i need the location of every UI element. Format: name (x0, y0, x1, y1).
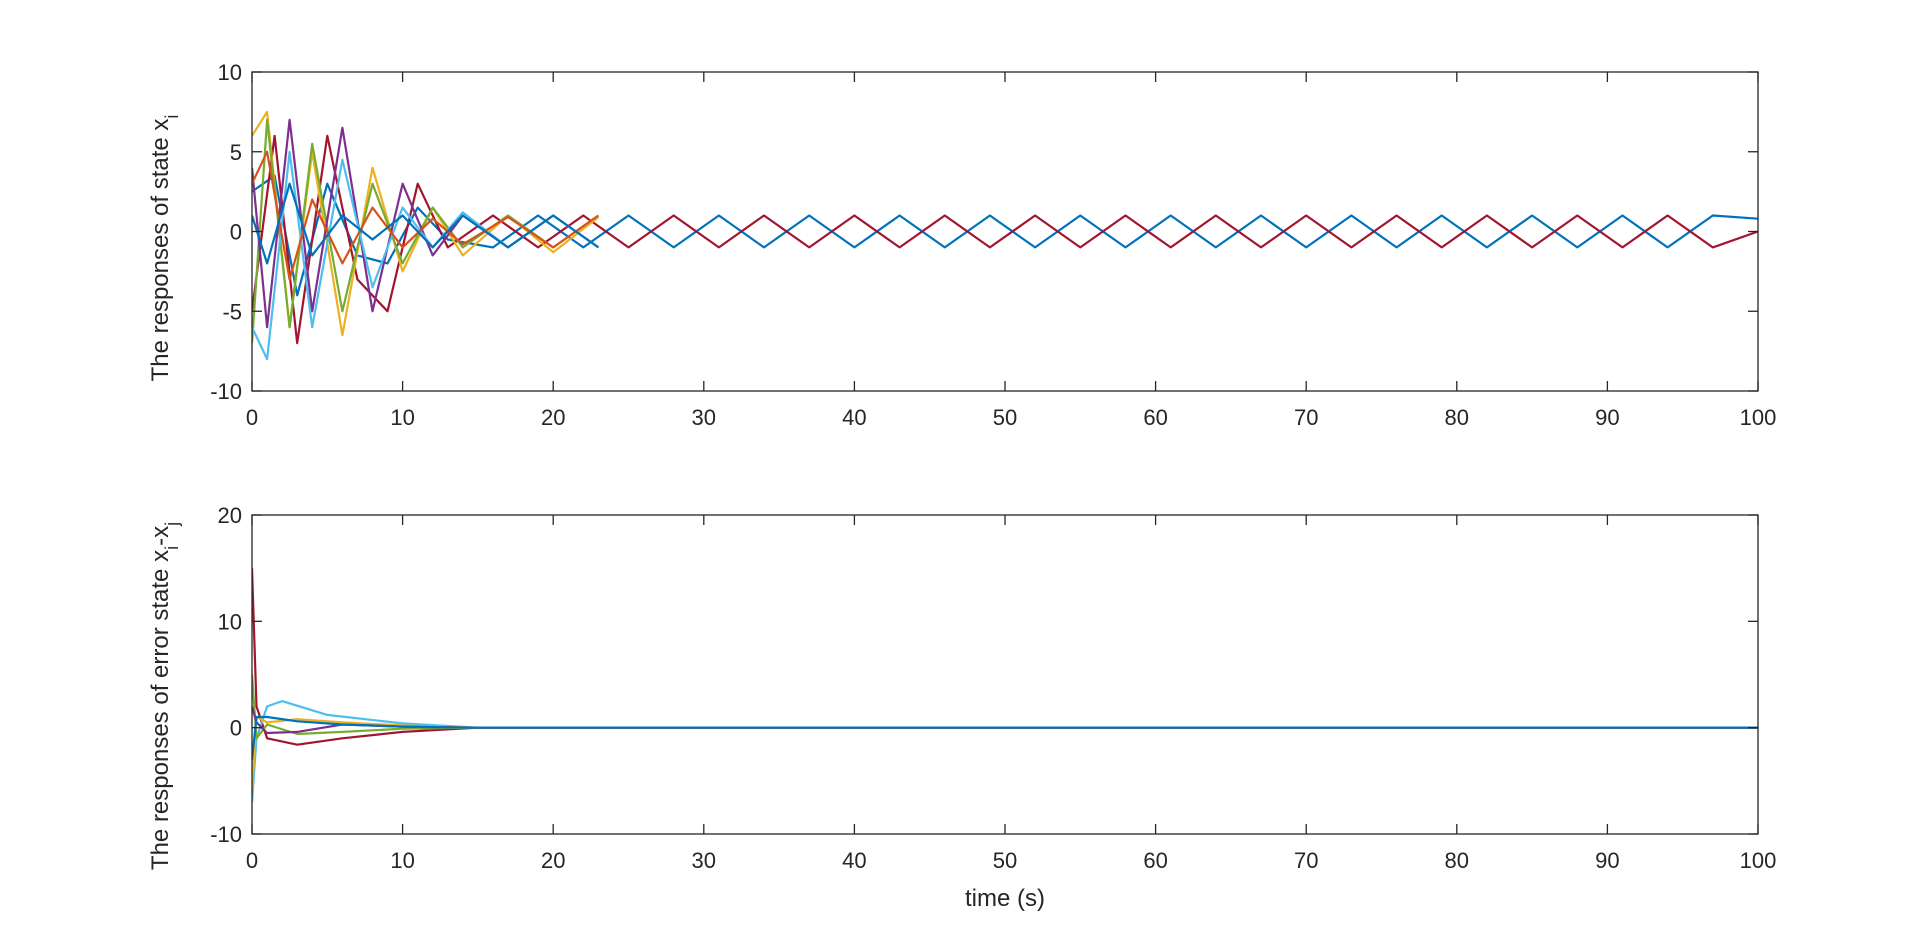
x-tick-label: 20 (541, 405, 565, 430)
y-tick-label: 5 (230, 140, 242, 165)
y-tick-label: 10 (218, 60, 242, 85)
x-tick-label: 40 (842, 848, 866, 873)
x-tick-label: 30 (692, 848, 716, 873)
x-tick-label: 100 (1740, 848, 1777, 873)
x-tick-label: 80 (1445, 848, 1469, 873)
x-tick-label: 0 (246, 848, 258, 873)
y-tick-label: -10 (210, 379, 242, 404)
series-line-0 (252, 174, 1758, 297)
x-tick-label: 10 (390, 848, 414, 873)
x-tick-label: 80 (1445, 405, 1469, 430)
x-tick-label: 90 (1595, 405, 1619, 430)
series-group (252, 110, 1758, 361)
series-line-3 (252, 118, 600, 344)
x-tick-label: 20 (541, 848, 565, 873)
x-tick-label: 50 (993, 848, 1017, 873)
series-line-5 (252, 715, 1758, 760)
x-tick-label: 0 (246, 405, 258, 430)
x-tick-label: 60 (1143, 848, 1167, 873)
x-tick-label: 70 (1294, 848, 1318, 873)
y-tick-label: 0 (230, 716, 242, 741)
y-tick-label: 20 (218, 503, 242, 528)
y-tick-label: -10 (210, 822, 242, 847)
x-tick-label: 30 (692, 405, 716, 430)
x-tick-label: 60 (1143, 405, 1167, 430)
y-tick-label: -5 (222, 299, 242, 324)
axes-box (251, 71, 1759, 392)
series-line-4 (252, 706, 1758, 735)
x-tick-label: 40 (842, 405, 866, 430)
series-line-1 (252, 134, 1758, 345)
series-line-1 (252, 699, 1758, 803)
y-axis-label: The responses of state xi (147, 115, 182, 382)
x-tick-label: 90 (1595, 848, 1619, 873)
x-axis-label: time (s) (965, 885, 1045, 912)
series-line-5 (252, 150, 600, 361)
x-tick-label: 100 (1740, 405, 1777, 430)
y-axis-label: The responses of error state xi-xj (147, 522, 182, 870)
x-tick-label: 70 (1294, 405, 1318, 430)
series-line-0 (252, 568, 1758, 746)
x-tick-label: 50 (993, 405, 1017, 430)
series-line-7 (252, 182, 600, 265)
y-tick-label: 0 (230, 220, 242, 245)
top-subplot: 0 10 20 30 40 50 60 70 80 90 100 -10 -5 0 5 10 The respo… (147, 60, 1776, 430)
axes-box (251, 514, 1759, 835)
series-group (252, 568, 1758, 803)
y-tick-label: 10 (218, 609, 242, 634)
x-tick-label: 10 (390, 405, 414, 430)
